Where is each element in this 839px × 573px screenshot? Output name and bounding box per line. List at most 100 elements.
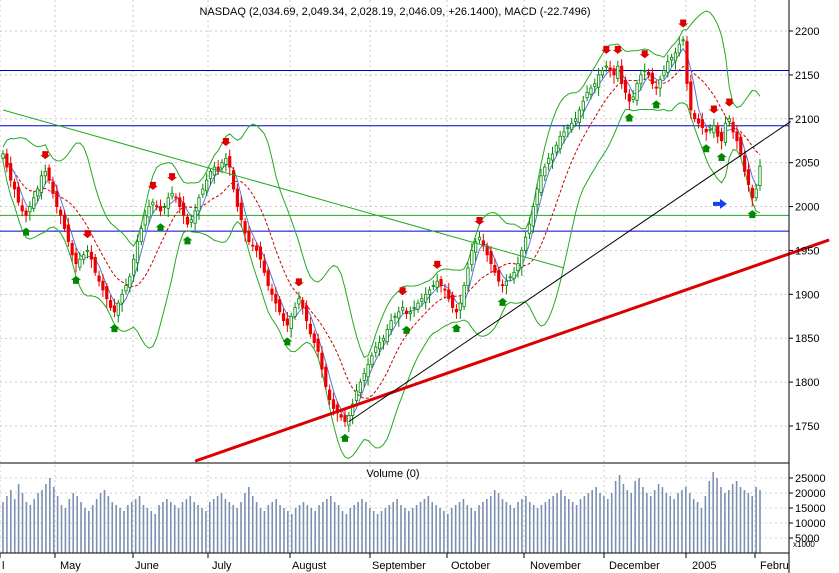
candle-body xyxy=(12,181,17,190)
up-arrow-icon xyxy=(747,210,758,219)
candle-body xyxy=(170,192,174,197)
candle-body xyxy=(758,165,762,186)
candle-body xyxy=(9,163,13,181)
candle-body xyxy=(135,241,140,264)
candle-body xyxy=(178,197,182,207)
candle-body xyxy=(397,311,401,319)
candle-body xyxy=(5,153,9,168)
candle-body xyxy=(716,125,720,137)
candle-body xyxy=(743,155,747,172)
candle-body xyxy=(566,127,570,129)
candle-body xyxy=(155,205,159,208)
date-tick-label: August xyxy=(292,560,326,572)
candle-body xyxy=(116,302,120,316)
price-tick-label: 1950 xyxy=(795,245,819,257)
candle-body xyxy=(128,276,132,288)
candle-body xyxy=(454,308,459,313)
down-arrow-icon xyxy=(167,173,178,182)
candle-body xyxy=(685,41,689,85)
candle-body xyxy=(347,415,351,426)
candle-body xyxy=(650,72,655,85)
candle-body xyxy=(70,243,74,256)
candle-body xyxy=(512,271,516,279)
down-arrow-icon xyxy=(601,45,612,54)
candle-body xyxy=(597,74,601,88)
volume-tick-label: 5000 xyxy=(795,533,819,545)
trendline xyxy=(194,238,830,463)
down-arrow-icon xyxy=(293,278,304,287)
candle-body xyxy=(474,241,478,253)
down-arrow-icon xyxy=(220,137,231,146)
candle-body xyxy=(351,403,355,416)
trendline xyxy=(2,109,565,269)
candle-body xyxy=(293,307,297,317)
lower-band xyxy=(2,102,761,460)
candle-body xyxy=(124,285,128,292)
down-arrow-icon xyxy=(147,181,158,190)
down-arrow-icon xyxy=(397,287,408,296)
up-arrow-icon xyxy=(21,227,32,236)
candle-body xyxy=(343,415,347,423)
candle-body xyxy=(489,250,493,265)
candle-body xyxy=(531,206,535,227)
candle-body xyxy=(520,250,524,268)
candle-body xyxy=(24,210,28,216)
candle-body xyxy=(158,206,163,212)
candle-body xyxy=(435,280,439,288)
trendlines xyxy=(2,109,830,463)
candle-body xyxy=(508,276,512,279)
candle-body xyxy=(470,250,474,265)
candle-body xyxy=(581,100,585,111)
up-arrow-icon xyxy=(71,275,82,284)
candle-body xyxy=(251,244,255,247)
candle-body xyxy=(47,167,51,181)
candle-body xyxy=(416,302,420,310)
candle-body xyxy=(266,270,270,286)
down-arrow-icon xyxy=(724,98,735,107)
candle-body xyxy=(308,323,313,335)
candle-body xyxy=(481,240,485,247)
candle-body xyxy=(635,83,639,101)
candle-body xyxy=(750,187,754,199)
chart-title: NASDAQ (2,034.69, 2,049.34, 2,028.19, 2,… xyxy=(199,6,590,18)
candle-body xyxy=(120,293,124,304)
candle-body xyxy=(143,214,147,226)
up-arrow-icon xyxy=(282,337,293,346)
price-tick-label: 1850 xyxy=(795,333,819,345)
candle-body xyxy=(608,67,612,71)
up-arrow-icon xyxy=(155,223,166,232)
up-arrow-icon xyxy=(451,324,462,333)
date-tick-label: November xyxy=(530,560,581,572)
volume-title: Volume (0) xyxy=(366,468,419,480)
candle-body xyxy=(385,329,389,343)
candle-body xyxy=(139,228,143,243)
candle-body xyxy=(627,93,631,102)
candle-body xyxy=(97,275,101,282)
right-arrow-icon xyxy=(713,198,727,209)
up-arrow-icon xyxy=(182,236,193,245)
candle-body xyxy=(543,166,547,177)
moving-average-fast xyxy=(2,47,761,418)
date-tick-label: l xyxy=(2,560,4,572)
volume-bars xyxy=(2,472,761,553)
candle-body xyxy=(704,128,708,133)
candle-body xyxy=(712,125,716,134)
candle-body xyxy=(666,61,670,73)
candle-body xyxy=(258,246,263,260)
date-tick-label: October xyxy=(451,560,490,572)
candle-body xyxy=(32,197,36,209)
up-arrow-icon xyxy=(339,433,350,442)
candle-body xyxy=(639,74,643,85)
up-arrow-icon xyxy=(701,144,712,153)
candle-body xyxy=(708,128,712,131)
candle-body xyxy=(243,221,247,234)
candle-body xyxy=(274,293,278,304)
candle-body xyxy=(719,132,724,142)
indicator-bands xyxy=(2,10,761,460)
down-arrow-icon xyxy=(432,260,443,269)
volume-tick-label: 20000 xyxy=(795,488,826,500)
price-tick-label: 2000 xyxy=(795,202,819,214)
candle-body xyxy=(89,251,93,260)
candle-body xyxy=(324,366,328,387)
